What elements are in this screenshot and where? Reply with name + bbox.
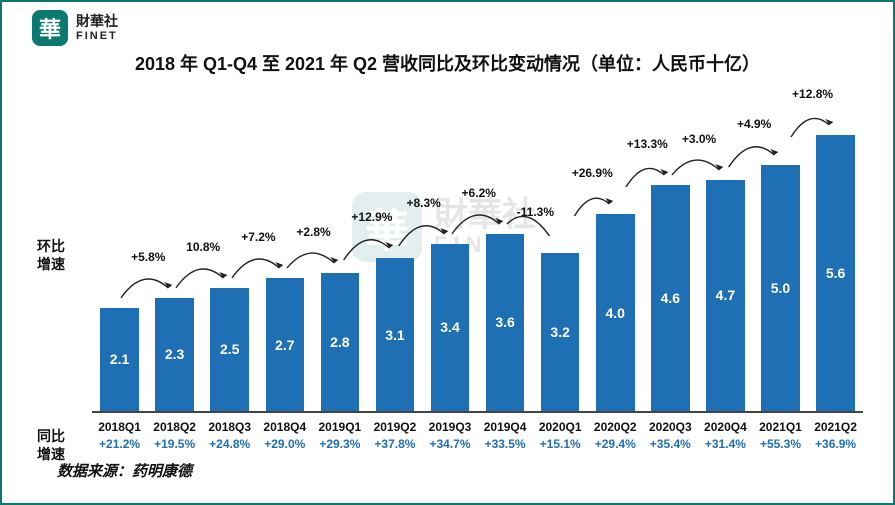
qoq-label: +3.0% (682, 132, 716, 146)
yoy-row: +21.2%+19.5%+24.8%+29.0%+29.3%+37.8%+34.… (92, 437, 863, 451)
bar-container: 2.1+5.8%2.310.8%2.5+7.2%2.7+2.8%2.8+12.9… (92, 97, 863, 413)
x-category: 2018Q4 (257, 420, 312, 434)
bar-value: 2.5 (220, 341, 239, 357)
bar-value: 5.6 (826, 265, 845, 281)
x-category: 2018Q1 (92, 420, 147, 434)
x-axis-categories: 2018Q12018Q22018Q32018Q42019Q12019Q22019… (92, 420, 863, 434)
qoq-label: +5.8% (131, 250, 165, 264)
x-category: 2020Q3 (643, 420, 698, 434)
bar: 2.1 (100, 308, 139, 411)
qoq-label: +12.8% (792, 87, 833, 101)
x-category: 2019Q4 (478, 420, 533, 434)
bar-slot: +3.0%4.7 (698, 97, 753, 411)
bar-value: 4.6 (661, 290, 680, 306)
yoy-value: +55.3% (753, 437, 808, 451)
bar-slot: +12.9%3.1 (367, 97, 422, 411)
bar-value: 2.3 (165, 346, 184, 362)
yoy-value: +33.5% (478, 437, 533, 451)
bar: 4.7 (706, 180, 745, 411)
bar-value: 3.1 (385, 327, 404, 343)
bar-value: 3.6 (495, 314, 514, 330)
yoy-value: +29.0% (257, 437, 312, 451)
x-category: 2021Q1 (753, 420, 808, 434)
yoy-value: +19.5% (147, 437, 202, 451)
logo-cn: 財華社 (76, 14, 118, 29)
x-category: 2019Q1 (312, 420, 367, 434)
bar-value: 5.0 (771, 280, 790, 296)
bar-value: 4.7 (716, 287, 735, 303)
logo: 華 財華社 FINET (32, 10, 118, 46)
yoy-value: +21.2% (92, 437, 147, 451)
bar: 2.3 (155, 298, 194, 411)
x-category: 2018Q2 (147, 420, 202, 434)
logo-badge: 華 (32, 10, 68, 46)
bar: 5.0 (761, 165, 800, 411)
x-category: 2020Q4 (698, 420, 753, 434)
qoq-label: +6.2% (462, 186, 496, 200)
bar-value: 2.8 (330, 334, 349, 350)
logo-text: 財華社 FINET (76, 14, 118, 41)
bar-slot: 10.8%2.5 (202, 97, 257, 411)
chart-area: 2.1+5.8%2.310.8%2.5+7.2%2.7+2.8%2.8+12.9… (92, 97, 863, 413)
x-category: 2020Q2 (588, 420, 643, 434)
yoy-value: +35.4% (643, 437, 698, 451)
chart-title: 2018 年 Q1-Q4 至 2021 年 Q2 营收同比及环比变动情况（单位：… (2, 50, 893, 76)
yoy-value: +15.1% (533, 437, 588, 451)
qoq-label: +12.9% (351, 210, 392, 224)
qoq-label: +8.3% (406, 196, 440, 210)
bar-slot: +4.9%5.0 (753, 97, 808, 411)
bar-value: 3.4 (440, 319, 459, 335)
yoy-value: +36.9% (808, 437, 863, 451)
bar-value: 2.7 (275, 337, 294, 353)
yoy-value: +24.8% (202, 437, 257, 451)
qoq-label: -11.3% (517, 205, 554, 219)
bar-slot: +12.8%5.6 (808, 97, 863, 411)
bar: 4.6 (651, 185, 690, 411)
y-axis-label-yoy: 同比增速 (37, 427, 65, 463)
qoq-label: +4.9% (737, 117, 771, 131)
bar: 2.7 (266, 278, 305, 411)
data-source: 数据来源：药明康德 (57, 460, 192, 481)
y-axis-label-qoq: 环比增速 (37, 237, 65, 273)
bar: 5.6 (816, 135, 855, 411)
bar-slot: +6.2%3.6 (478, 97, 533, 411)
bar: 3.6 (486, 234, 525, 411)
x-category: 2021Q2 (808, 420, 863, 434)
bar: 2.5 (210, 288, 249, 411)
bar-slot: +8.3%3.4 (422, 97, 477, 411)
bar: 4.0 (596, 214, 635, 411)
yoy-value: +31.4% (698, 437, 753, 451)
qoq-label: +2.8% (296, 225, 330, 239)
bar-value: 2.1 (110, 351, 129, 367)
yoy-value: +29.4% (588, 437, 643, 451)
bar-slot: +2.8%2.8 (312, 97, 367, 411)
qoq-label: +7.2% (241, 230, 275, 244)
yoy-value: +29.3% (312, 437, 367, 451)
bar-slot: +7.2%2.7 (257, 97, 312, 411)
qoq-label: +13.3% (627, 137, 668, 151)
x-category: 2019Q3 (422, 420, 477, 434)
yoy-value: +34.7% (422, 437, 477, 451)
x-category: 2020Q1 (533, 420, 588, 434)
x-category: 2018Q3 (202, 420, 257, 434)
bar: 3.1 (376, 258, 415, 411)
bar: 2.8 (321, 273, 360, 411)
bar: 3.4 (431, 244, 470, 411)
bar: 3.2 (541, 253, 580, 411)
qoq-label: +26.9% (572, 166, 613, 180)
qoq-label: 10.8% (186, 240, 220, 254)
x-category: 2019Q2 (367, 420, 422, 434)
yoy-value: +37.8% (367, 437, 422, 451)
bar-value: 4.0 (606, 305, 625, 321)
logo-en: FINET (76, 30, 118, 42)
bar-slot: +5.8%2.3 (147, 97, 202, 411)
bar-value: 3.2 (550, 324, 569, 340)
bar-slot: -11.3%3.2 (533, 97, 588, 411)
